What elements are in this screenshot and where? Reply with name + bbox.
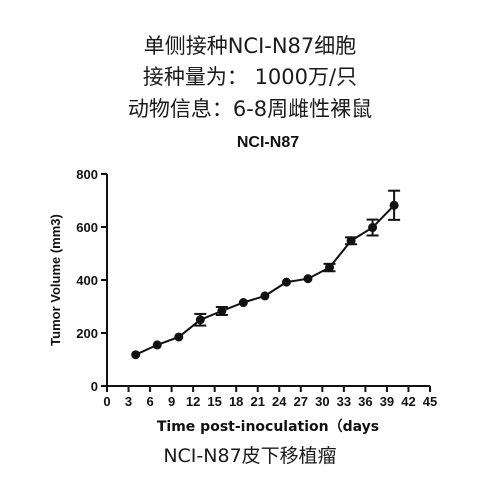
x-tick-label: 42 bbox=[401, 394, 415, 409]
x-tick-label: 24 bbox=[272, 394, 287, 409]
x-tick-label: 33 bbox=[337, 394, 351, 409]
x-tick-label: 21 bbox=[250, 394, 264, 409]
y-axis-label: Tumor Volume (mm3) bbox=[48, 214, 63, 346]
data-point bbox=[346, 236, 356, 246]
x-tick-label: 6 bbox=[146, 394, 153, 409]
data-point bbox=[174, 332, 184, 342]
x-tick-label: 39 bbox=[380, 394, 394, 409]
data-point bbox=[325, 263, 335, 273]
header-line-dose: 接种量为： 1000万/只 bbox=[142, 65, 358, 89]
data-point bbox=[303, 274, 313, 284]
chart-title: NCI-N87 bbox=[237, 134, 299, 151]
y-tick-label: 800 bbox=[76, 167, 98, 182]
x-tick-label: 27 bbox=[294, 394, 308, 409]
x-axis-label: Time post-inoculation（days bbox=[157, 419, 379, 435]
data-point bbox=[152, 340, 162, 350]
x-tick-label: 45 bbox=[423, 394, 437, 409]
figure-caption: NCI-N87皮下移植瘤 bbox=[163, 445, 337, 467]
y-tick-label: 200 bbox=[76, 326, 98, 341]
data-point bbox=[131, 350, 141, 360]
data-point bbox=[217, 306, 227, 316]
data-point bbox=[260, 291, 270, 301]
header-line-animal-info: 动物信息：6-8周雌性裸鼠 bbox=[127, 97, 373, 121]
data-point bbox=[368, 223, 378, 233]
x-tick-label: 12 bbox=[186, 394, 200, 409]
y-tick-label: 400 bbox=[76, 273, 98, 288]
x-tick-label: 3 bbox=[125, 394, 132, 409]
x-tick-label: 18 bbox=[229, 394, 243, 409]
series-line bbox=[135, 204, 395, 356]
data-point bbox=[281, 277, 291, 287]
x-tick-label: 9 bbox=[168, 394, 175, 409]
y-tick-label: 0 bbox=[91, 379, 98, 394]
x-tick-label: 15 bbox=[207, 394, 221, 409]
data-point bbox=[195, 315, 205, 325]
data-point bbox=[389, 200, 399, 210]
y-tick-label: 600 bbox=[76, 220, 98, 235]
x-tick-label: 36 bbox=[358, 394, 372, 409]
x-tick-label: 30 bbox=[315, 394, 329, 409]
header-line-cells: 单侧接种NCI-N87细胞 bbox=[143, 34, 357, 58]
x-tick-label: 0 bbox=[103, 394, 110, 409]
data-point bbox=[238, 298, 248, 308]
